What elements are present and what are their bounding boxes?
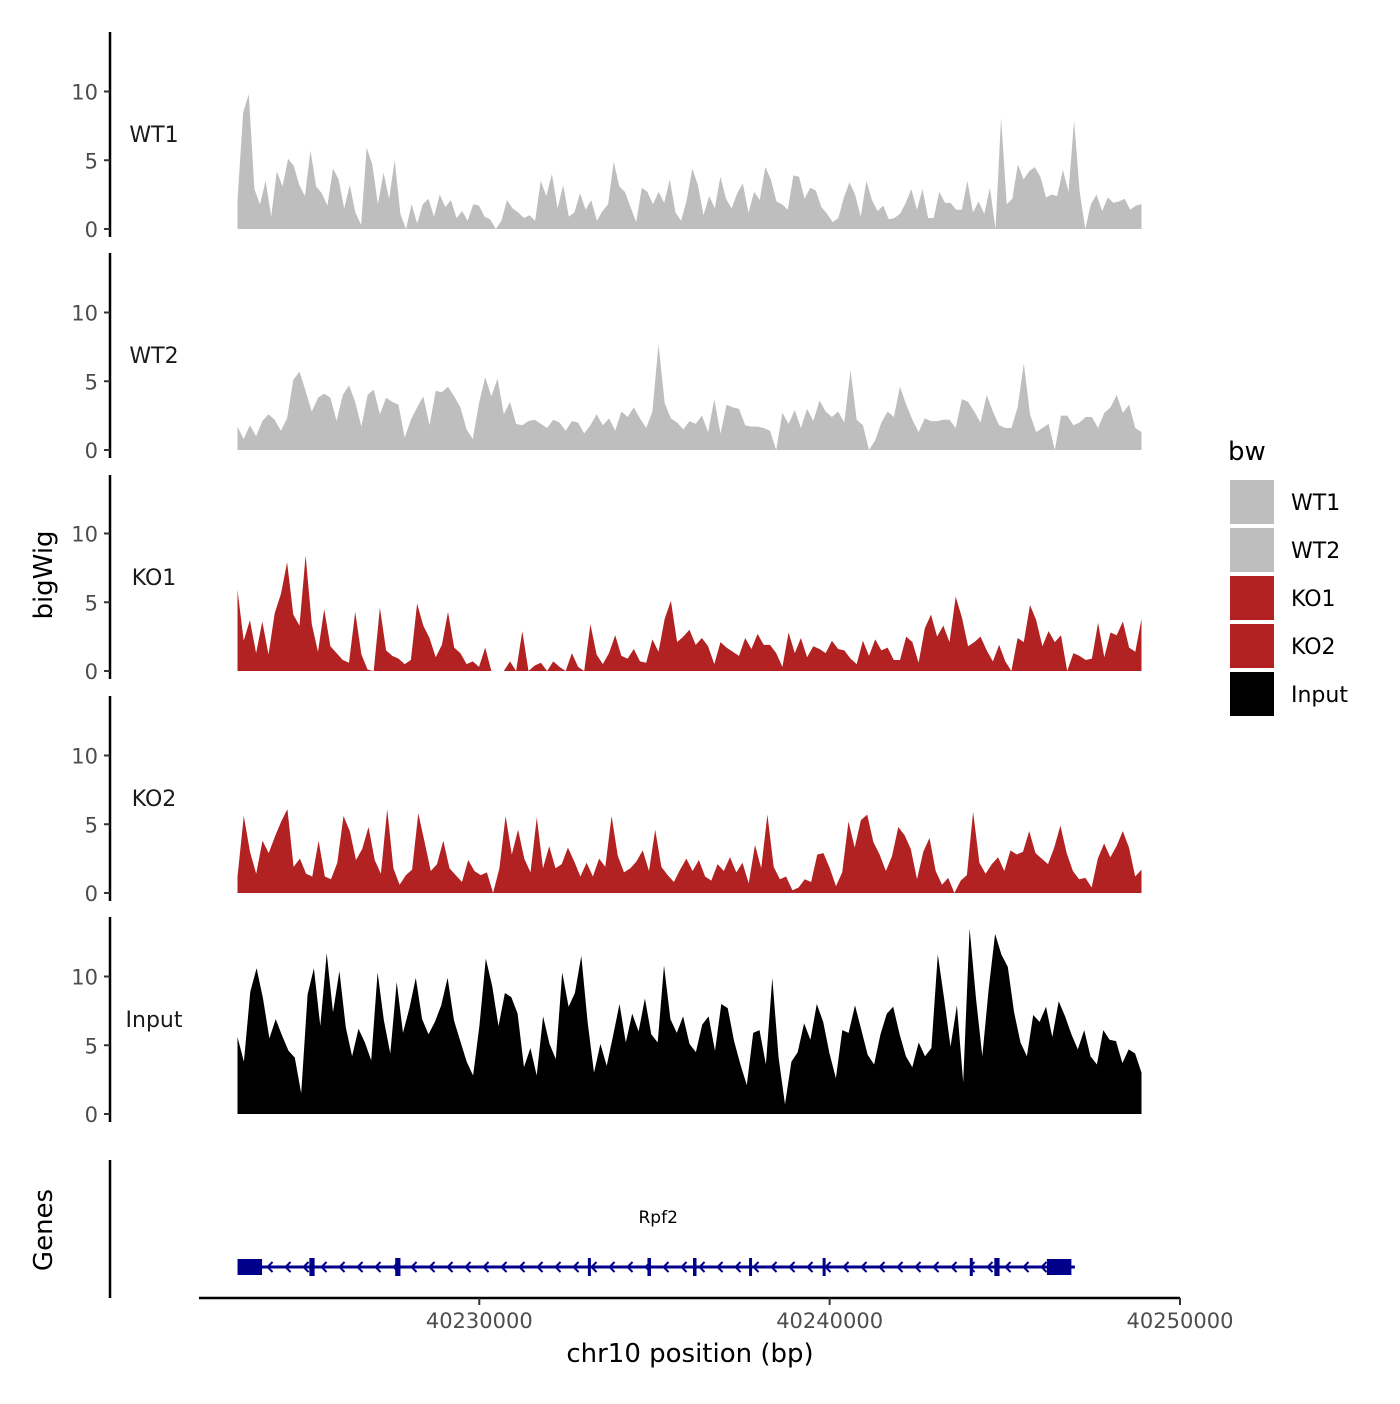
y-tick-label-wt1: 0 [85,218,98,242]
area-series-ko2 [237,809,1142,893]
gene-exon-9 [969,1258,973,1276]
gene-strand-arrow [1040,1261,1048,1273]
gene-exon-1 [237,1259,263,1275]
panel-label-wt1: WT1 [129,123,178,148]
gene-strand-arrow [446,1261,454,1273]
gene-strand-arrow [464,1261,472,1273]
legend-swatch-ko2 [1230,624,1274,668]
gene-strand-arrow [788,1261,796,1273]
y-tick-label-wt2: 5 [85,370,98,394]
gene-strand-arrow [752,1261,760,1273]
y-tick-label-ko2: 5 [85,813,98,837]
gene-strand-arrow [950,1261,958,1273]
gene-strand-arrow [680,1261,688,1273]
gene-strand-arrow [536,1261,544,1273]
gene-strand-arrow [698,1261,706,1273]
y-tick-label-ko1: 5 [85,591,98,615]
legend-label-wt2: WT2 [1291,539,1340,564]
gene-strand-arrow [500,1261,508,1273]
area-series-ko1 [237,555,1142,671]
gene-strand-arrow [734,1261,742,1273]
x-tick-label: 40240000 [776,1309,883,1333]
gene-strand-arrow [860,1261,868,1273]
gene-strand-arrow [626,1261,634,1273]
gene-strand-arrow [662,1261,670,1273]
panel-label-input: Input [126,1008,183,1033]
gene-strand-arrow [284,1261,292,1273]
y-tick-label-wt2: 10 [71,302,98,326]
y-axis-title: bigWig [29,530,59,619]
gene-exon-10 [994,1258,1000,1276]
gene-strand-arrow [608,1261,616,1273]
y-tick-label-ko1: 0 [85,660,98,684]
y-tick-label-input: 0 [85,1103,98,1127]
genes-panel-title: Genes [29,1189,59,1271]
gene-exon-7 [749,1258,753,1276]
gene-name-label: Rpf2 [639,1208,678,1228]
gene-strand-arrow [374,1261,382,1273]
gene-strand-arrow [266,1261,274,1273]
gene-exon-2 [309,1258,315,1276]
gene-strand-arrow [842,1261,850,1273]
y-tick-label-wt1: 5 [85,149,98,173]
panel-label-wt2: WT2 [129,344,178,369]
gene-strand-arrow [302,1261,310,1273]
area-series-wt1 [237,94,1142,229]
legend-label-wt1: WT1 [1291,491,1340,516]
panel-label-ko2: KO2 [132,787,177,812]
y-tick-label-wt1: 10 [71,81,98,105]
gene-exon-5 [647,1258,651,1276]
legend-swatch-ko1 [1230,576,1274,620]
gene-strand-arrow [554,1261,562,1273]
gene-strand-arrow [1022,1261,1030,1273]
gene-strand-arrow [518,1261,526,1273]
gene-exon-4 [587,1258,591,1276]
legend-title: bw [1228,437,1266,467]
area-series-wt2 [237,344,1142,450]
y-tick-label-ko2: 0 [85,882,98,906]
x-tick-label: 40250000 [1127,1309,1234,1333]
gene-exon-8 [822,1258,826,1276]
x-tick-label: 40230000 [426,1309,533,1333]
gene-strand-arrow [338,1261,346,1273]
gene-strand-arrow [482,1261,490,1273]
y-tick-label-input: 5 [85,1034,98,1058]
legend-swatch-input [1230,672,1274,716]
gene-strand-arrow [914,1261,922,1273]
gene-strand-arrow [572,1261,580,1273]
gene-strand-arrow [770,1261,778,1273]
gene-strand-arrow [590,1261,598,1273]
y-tick-label-ko1: 10 [71,523,98,547]
legend-label-ko1: KO1 [1291,587,1336,612]
gene-exon-3 [395,1258,401,1276]
gene-exon-6 [693,1258,697,1276]
legend-label-ko2: KO2 [1291,635,1336,660]
panel-label-ko1: KO1 [132,566,177,591]
gene-strand-arrow [986,1261,994,1273]
y-tick-label-input: 10 [71,966,98,990]
x-axis-title: chr10 position (bp) [566,1339,813,1369]
gene-strand-arrow [968,1261,976,1273]
area-series-input [237,928,1142,1114]
gene-strand-arrow [1004,1261,1012,1273]
gene-exon-11 [1046,1259,1072,1275]
gene-strand-arrow [716,1261,724,1273]
gene-strand-arrow [356,1261,364,1273]
legend-swatch-wt2 [1230,528,1274,572]
gene-strand-arrow [410,1261,418,1273]
legend-swatch-wt1 [1230,480,1274,524]
gene-strand-arrow [878,1261,886,1273]
legend-label-input: Input [1291,683,1348,708]
y-tick-label-wt2: 0 [85,439,98,463]
gene-strand-arrow [932,1261,940,1273]
gene-strand-arrow [896,1261,904,1273]
gene-strand-arrow [428,1261,436,1273]
y-tick-label-ko2: 10 [71,745,98,769]
gene-strand-arrow [806,1261,814,1273]
gene-strand-arrow [320,1261,328,1273]
